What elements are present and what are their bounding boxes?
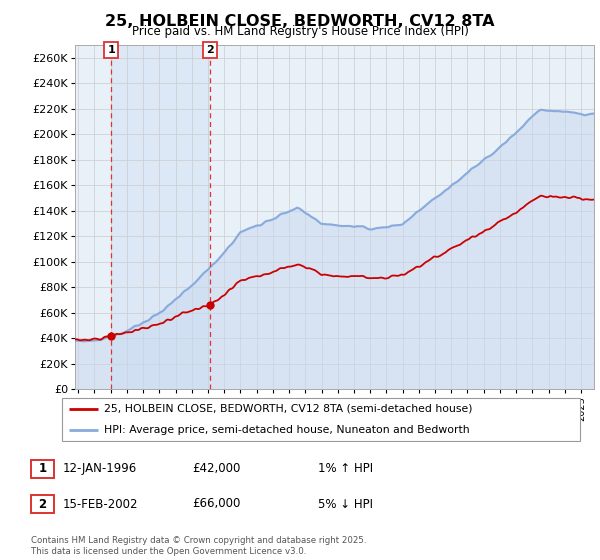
Text: 1: 1 xyxy=(38,462,47,475)
Text: Contains HM Land Registry data © Crown copyright and database right 2025.
This d: Contains HM Land Registry data © Crown c… xyxy=(31,536,367,556)
Text: 25, HOLBEIN CLOSE, BEDWORTH, CV12 8TA (semi-detached house): 25, HOLBEIN CLOSE, BEDWORTH, CV12 8TA (s… xyxy=(104,404,473,414)
Bar xyxy=(112,45,210,389)
Text: 15-FEB-2002: 15-FEB-2002 xyxy=(63,497,139,511)
Text: £42,000: £42,000 xyxy=(192,462,241,475)
Text: 2: 2 xyxy=(38,497,47,511)
Text: 1% ↑ HPI: 1% ↑ HPI xyxy=(318,462,373,475)
Text: 5% ↓ HPI: 5% ↓ HPI xyxy=(318,497,373,511)
Text: £66,000: £66,000 xyxy=(192,497,241,511)
Text: 12-JAN-1996: 12-JAN-1996 xyxy=(63,462,137,475)
Text: Price paid vs. HM Land Registry's House Price Index (HPI): Price paid vs. HM Land Registry's House … xyxy=(131,25,469,38)
Text: 2: 2 xyxy=(206,45,214,55)
FancyBboxPatch shape xyxy=(62,398,580,441)
Text: 25, HOLBEIN CLOSE, BEDWORTH, CV12 8TA: 25, HOLBEIN CLOSE, BEDWORTH, CV12 8TA xyxy=(105,14,495,29)
Text: 1: 1 xyxy=(107,45,115,55)
Text: HPI: Average price, semi-detached house, Nuneaton and Bedworth: HPI: Average price, semi-detached house,… xyxy=(104,425,470,435)
